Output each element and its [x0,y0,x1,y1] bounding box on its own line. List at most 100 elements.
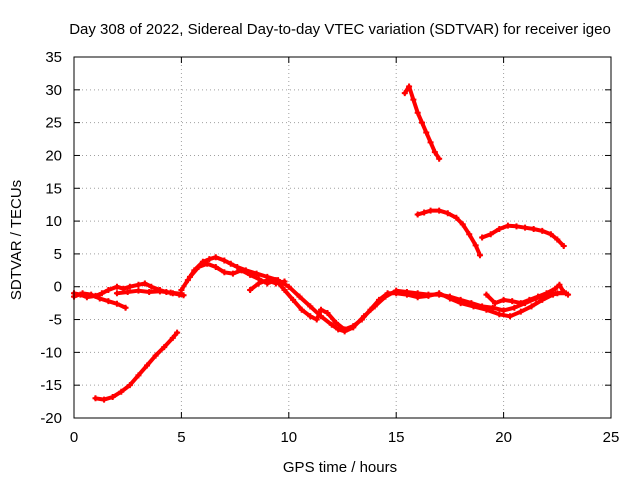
data-point [444,210,451,217]
series-arc-4 [113,287,185,297]
data-point [146,288,153,295]
data-point [144,362,151,369]
data-point [509,298,516,305]
data-point [124,288,131,295]
data-point [496,225,503,232]
y-tick-label: -20 [40,410,62,427]
data-point [109,393,116,400]
data-point [526,296,533,303]
data-point [487,231,494,238]
data-point [472,242,479,249]
data-point [367,306,374,313]
data-point [496,311,503,318]
series-arc-10 [479,222,567,250]
data-point [414,211,421,218]
data-point [105,287,112,294]
data-point [554,236,561,243]
data-point [141,280,148,287]
data-point [543,290,550,297]
data-point [206,256,213,263]
chart-title: Day 308 of 2022, Sidereal Day-to-day VTE… [69,21,611,38]
data-point [436,155,443,162]
data-point [466,231,473,238]
data-point [264,277,271,284]
data-point [560,288,567,295]
data-point [328,321,335,328]
series-trace [179,255,568,334]
data-point [534,293,541,300]
x-tick-label: 25 [603,429,620,446]
data-point [285,283,292,290]
data-point [122,304,129,311]
data-point [528,303,535,310]
data-point [550,291,557,298]
ticks [73,56,612,419]
data-point [517,308,524,315]
tick-labels: 0 5 10 15 20 25 -20 -15 -10 -5 0 5 10 15 20 25 30 35 [40,49,619,446]
data-point [500,296,507,303]
data-point [234,264,241,271]
data-point [376,296,383,303]
data-point [324,309,331,316]
data-point [307,313,314,320]
data-point [221,257,228,264]
data-point [414,294,421,301]
data-point [500,307,507,314]
data-point [341,326,348,333]
data-point [98,290,105,297]
data-point [169,334,176,341]
data-point [483,306,490,313]
series-trace [415,208,482,258]
x-tick-label: 0 [70,429,78,446]
data-point [195,264,202,271]
data-point [221,269,228,276]
data-point [307,303,314,310]
plot-area [71,83,572,403]
y-tick-label: -10 [40,344,62,361]
data-point [406,83,413,90]
data-point [384,290,391,297]
data-point [318,306,325,313]
data-point [530,225,537,232]
data-point [350,323,357,330]
data-point [393,290,400,297]
data-point [113,283,120,290]
data-point [161,344,168,351]
data-point [358,316,365,323]
data-point [238,267,245,274]
data-point [418,119,425,126]
data-point [298,306,305,313]
y-tick-label: 10 [45,213,62,230]
data-point [281,287,288,294]
data-point [513,223,520,230]
series-trace [93,330,180,402]
data-point [92,395,99,402]
series-arc-8 [401,83,443,162]
data-point [436,290,443,297]
data-point [126,382,133,389]
data-point [459,221,466,228]
data-point [470,303,477,310]
y-tick-label: 15 [45,180,62,197]
data-point [113,300,120,307]
data-point [489,304,496,311]
data-point [178,287,185,294]
data-point [421,209,428,216]
data-point [556,281,563,288]
data-point [88,291,95,298]
data-point [174,329,181,336]
series-arc-7 [247,277,288,294]
series-arc-6 [186,260,567,333]
data-point [135,281,142,288]
y-tick-label: 35 [45,49,62,66]
data-point [212,264,219,271]
data-point [431,149,438,156]
data-point [547,231,554,238]
data-point [479,234,486,241]
data-point [255,280,262,287]
data-point [118,388,125,395]
data-point [227,260,234,267]
data-point [453,214,460,221]
data-point [427,139,434,146]
